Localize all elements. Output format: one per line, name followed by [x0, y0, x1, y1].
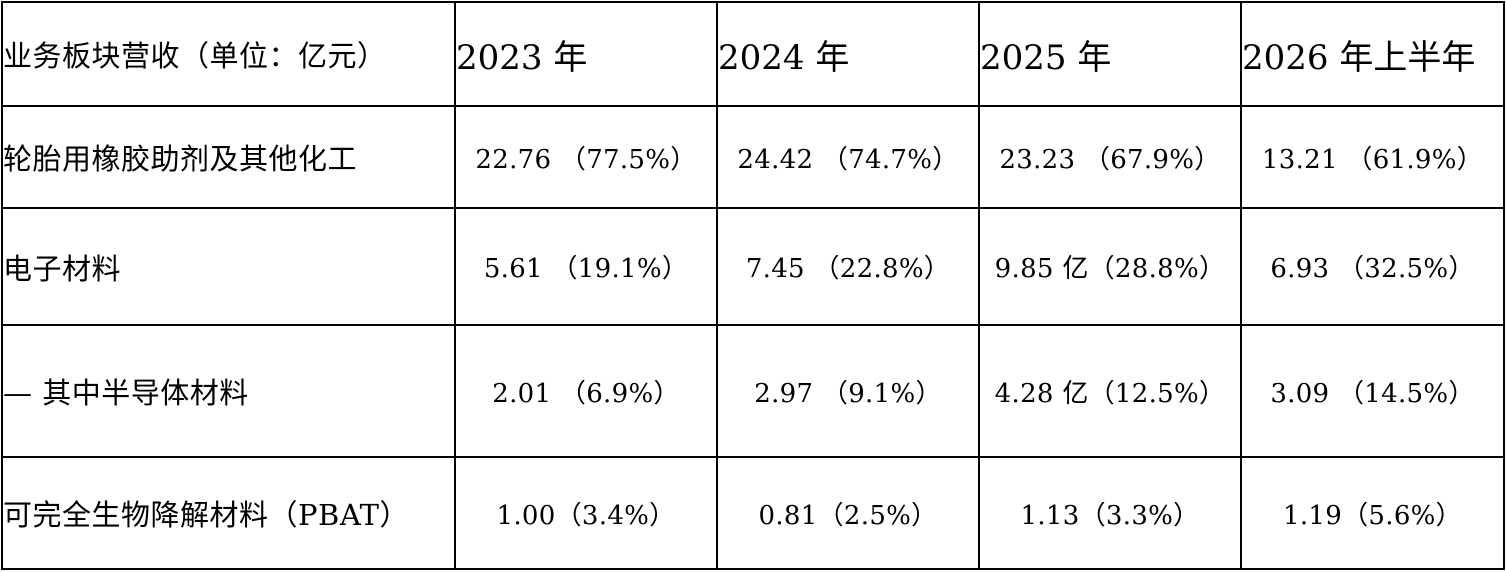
table-cell: 13.21 （61.9%）: [1240, 105, 1505, 209]
table-cell: 5.61 （19.1%）: [454, 207, 718, 326]
header-label-cell: 业务板块营收（单位：亿元）: [1, 1, 456, 107]
table-cell: 4.28 亿（12.5%）: [978, 324, 1242, 458]
table-row: 轮胎用橡胶助剂及其他化工 22.76 （77.5%） 24.42 （74.7%）…: [1, 105, 1505, 209]
table-cell: 0.81（2.5%）: [716, 456, 980, 570]
table-cell: 24.42 （74.7%）: [716, 105, 980, 209]
table-cell: 6.93 （32.5%）: [1240, 207, 1505, 326]
header-year-2024: 2024 年: [716, 1, 980, 107]
table-cell: 23.23 （67.9%）: [978, 105, 1242, 209]
table-row: — 其中半导体材料 2.01 （6.9%） 2.97 （9.1%） 4.28 亿…: [1, 324, 1505, 458]
table-cell: 3.09 （14.5%）: [1240, 324, 1505, 458]
row-label: 可完全生物降解材料（PBAT）: [1, 456, 456, 570]
header-year-2023: 2023 年: [454, 1, 718, 107]
header-year-2026h1: 2026 年上半年: [1240, 1, 1505, 107]
table-row: 可完全生物降解材料（PBAT） 1.00（3.4%） 0.81（2.5%） 1.…: [1, 456, 1505, 570]
table-cell: 1.19（5.6%）: [1240, 456, 1505, 570]
row-label: 电子材料: [1, 207, 456, 326]
table-cell: 1.00（3.4%）: [454, 456, 718, 570]
table-cell: 2.97 （9.1%）: [716, 324, 980, 458]
table-cell: 9.85 亿（28.8%）: [978, 207, 1242, 326]
table-cell: 1.13（3.3%）: [978, 456, 1242, 570]
table-row: 电子材料 5.61 （19.1%） 7.45 （22.8%） 9.85 亿（28…: [1, 207, 1505, 326]
table-cell: 22.76 （77.5%）: [454, 105, 718, 209]
table-cell: 7.45 （22.8%）: [716, 207, 980, 326]
header-year-2025: 2025 年: [978, 1, 1242, 107]
table-cell: 2.01 （6.9%）: [454, 324, 718, 458]
row-label: 轮胎用橡胶助剂及其他化工: [1, 105, 456, 209]
row-label: — 其中半导体材料: [1, 324, 456, 458]
table-header-row: 业务板块营收（单位：亿元） 2023 年 2024 年 2025 年 2026 …: [1, 1, 1505, 107]
